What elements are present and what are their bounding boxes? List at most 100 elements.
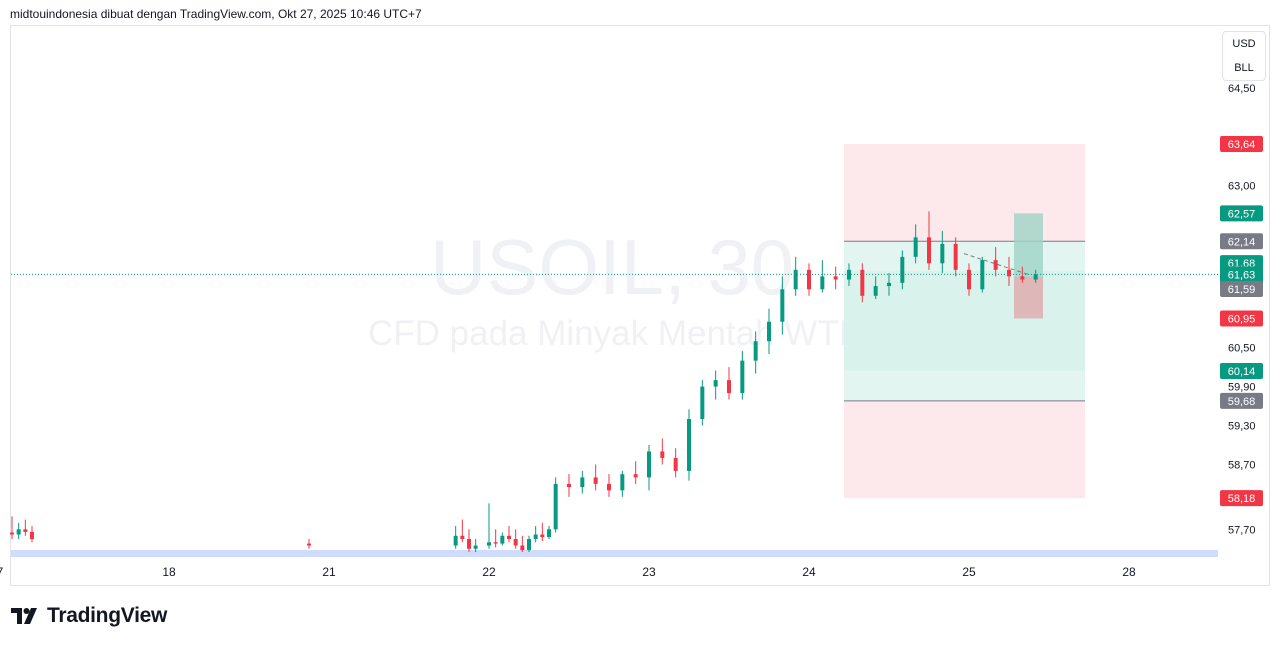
candle — [453, 526, 458, 549]
x-tick-label: 24 — [802, 565, 816, 579]
candle-body — [520, 545, 525, 551]
measure-label: BLL — [1234, 62, 1254, 74]
candle-body — [767, 321, 771, 342]
y-tick-label: 59,90 — [1228, 382, 1256, 394]
y-tick-label: 60,50 — [1228, 343, 1256, 355]
candle-body — [873, 286, 878, 296]
price-label-text: 62,14 — [1228, 236, 1256, 248]
candle — [673, 448, 678, 478]
profit-zone-small — [1014, 213, 1043, 277]
y-axis: 64,50 63,00 60,50 59,90 59,30 58,70 57,70 — [1228, 83, 1256, 536]
position-tool-2 — [1014, 213, 1043, 319]
y-tick-label: 64,50 — [1228, 83, 1256, 95]
chart-frame[interactable] — [10, 25, 1270, 586]
x-tick-label: 23 — [642, 565, 656, 579]
candle — [473, 539, 478, 553]
candle-body — [513, 539, 518, 546]
candle — [727, 367, 731, 400]
candle — [967, 263, 971, 296]
candle-body — [687, 419, 691, 471]
x-tick-label: 22 — [482, 565, 496, 579]
candle-body — [673, 457, 678, 471]
candle — [860, 263, 865, 303]
price-label: 62,14 — [1220, 233, 1263, 250]
candle-body — [740, 360, 745, 394]
candle-body — [500, 535, 505, 544]
price-label-bg — [1220, 310, 1263, 327]
y-tick-label: 59,30 — [1228, 421, 1256, 433]
candle — [1007, 256, 1011, 287]
chart-attribution: midtouindonesia dibuat dengan TradingVie… — [10, 7, 422, 21]
candle — [913, 224, 918, 264]
candle — [873, 276, 878, 300]
candle — [980, 256, 985, 293]
price-label: 58,18 — [1220, 490, 1263, 507]
candle — [887, 273, 891, 296]
candle-body — [847, 269, 851, 280]
candle — [500, 532, 505, 546]
candle — [807, 263, 811, 296]
candle — [467, 529, 471, 553]
candle — [927, 211, 931, 270]
price-label: 60,95 — [1220, 310, 1263, 327]
candle-body — [567, 483, 571, 488]
candle-body — [16, 529, 21, 535]
price-label-bg — [1220, 392, 1263, 409]
price-label-text: 61,59 — [1228, 284, 1256, 296]
x-tick-label: 7 — [0, 565, 4, 579]
candle — [1033, 269, 1038, 283]
unit-selector[interactable]: USD BLL — [1222, 31, 1266, 81]
candle — [993, 247, 998, 277]
candle-body — [1033, 274, 1038, 280]
candle — [30, 526, 34, 543]
candle-body — [580, 477, 585, 488]
tradingview-logo-icon — [11, 608, 37, 624]
price-label-text: 60,14 — [1228, 366, 1256, 378]
candle — [513, 529, 518, 549]
position-tool-1 — [844, 271, 1085, 499]
candle-body — [593, 477, 598, 484]
candle — [753, 331, 758, 374]
price-label-bg — [1220, 490, 1263, 507]
candle-body — [647, 451, 651, 478]
candle-body — [467, 539, 471, 549]
price-label-text: 61,63 — [1228, 269, 1256, 281]
candle — [940, 230, 945, 274]
candle — [953, 237, 958, 277]
loss-zone — [844, 143, 1085, 242]
candle — [633, 461, 638, 484]
candle-body — [753, 341, 758, 361]
candle-body — [980, 260, 985, 290]
currency-label: USD — [1232, 38, 1256, 50]
candle — [687, 409, 691, 481]
y-tick-label: 58,70 — [1228, 459, 1256, 471]
tradingview-logo[interactable]: TradingView — [11, 603, 167, 629]
price-label-bg — [1220, 233, 1263, 250]
profit-zone — [844, 271, 1085, 401]
candle-body — [927, 237, 931, 264]
candle — [833, 266, 838, 290]
candle — [547, 526, 551, 540]
candle-body — [887, 282, 891, 287]
x-tick-label: 21 — [322, 565, 336, 579]
x-tick-label: 25 — [962, 565, 976, 579]
candle — [460, 519, 465, 543]
price-label-text: 60,95 — [1228, 313, 1256, 325]
candle-body — [473, 545, 478, 549]
candle — [593, 464, 598, 491]
candle-body — [23, 529, 28, 532]
candle — [767, 308, 771, 355]
candle — [307, 539, 311, 549]
price-label-text: 58,18 — [1228, 493, 1256, 505]
candle-body — [860, 269, 865, 296]
candle — [700, 380, 705, 426]
price-label-text: 62,57 — [1228, 208, 1256, 220]
candle-body — [967, 269, 971, 290]
candle-body — [713, 380, 718, 387]
candle-body — [953, 243, 958, 270]
candle-body — [620, 474, 625, 491]
price-label-text: 59,68 — [1228, 396, 1256, 408]
volume-band — [11, 550, 1218, 557]
candle-body — [10, 532, 14, 535]
